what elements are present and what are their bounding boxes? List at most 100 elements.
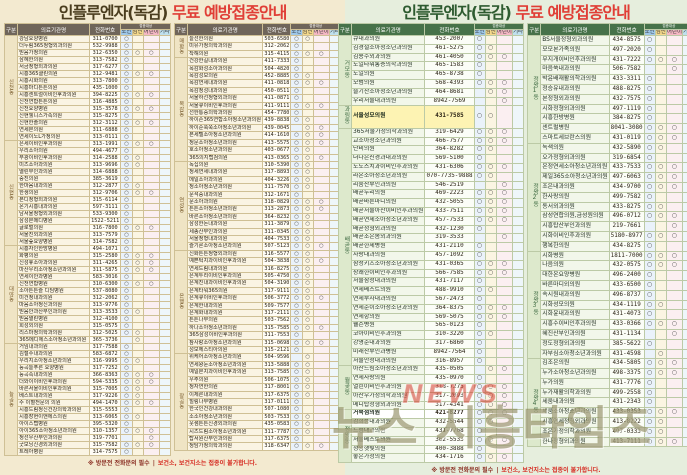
eligibility-empty <box>511 43 525 54</box>
eligibility-empty <box>142 98 160 106</box>
eligibility-empty <box>682 211 687 223</box>
eligibility-empty <box>312 301 330 311</box>
clinic-name: 시흥장현이앤에스의원 <box>17 413 90 421</box>
clinic-phone: 317-4341 <box>424 400 475 411</box>
eligibility-empty <box>312 434 330 444</box>
eligibility-mark: ○ <box>312 257 330 266</box>
clinic-name: 정승유내과의원 <box>540 83 610 95</box>
table-row: 아산우가정의학과의원 317-2093 ○ ○ ○ <box>338 391 525 402</box>
table-row: 서울진외과의원 313-7579 ○ <box>5 231 172 239</box>
eligibility-empty <box>654 152 667 164</box>
eligibility-mark: ○ <box>290 160 303 170</box>
eligibility-mark: ○ <box>301 197 314 207</box>
table-row: 시화성모의원 434-1119 ○ ○ <box>528 299 687 311</box>
clinic-name: 정왕햇빛의원 <box>350 444 426 455</box>
eligibility-mark: ○ <box>120 399 133 407</box>
clinic-phone: 413-7111 <box>608 436 645 448</box>
eligibility-empty <box>495 426 513 437</box>
column-header-mark-1: 임신 <box>131 29 144 36</box>
eligibility-mark: ○ <box>142 427 160 435</box>
eligibility-mark: ○ <box>495 400 513 411</box>
eligibility-mark: ○ <box>473 268 486 279</box>
eligibility-mark: ○ <box>301 420 314 429</box>
eligibility-empty <box>682 142 687 154</box>
clinic-phone: 315-0698 <box>262 338 292 348</box>
clinic-name: 365의지랩검의원 <box>187 153 264 162</box>
eligibility-empty <box>682 191 687 203</box>
clinic-phone: 431-0365 <box>424 259 475 270</box>
clinic-name: 목감화성소아과의원 <box>187 64 264 74</box>
table-row: 우리서울내과의원 8942-7569 ○ <box>338 96 525 107</box>
table-row: 아이스랩병원 395-5320 ○ <box>5 420 172 428</box>
eligibility-mark: ○ <box>301 168 314 177</box>
eligibility-empty <box>682 387 687 399</box>
district-label: 배곧동 <box>342 236 349 255</box>
eligibility-empty <box>484 295 497 305</box>
eligibility-mark: ○ <box>654 358 667 370</box>
district-label: 장곡동 <box>178 393 185 409</box>
eligibility-mark: ○ <box>301 116 314 125</box>
eligibility-mark: ○ <box>120 42 133 50</box>
clinic-phone: 494-1071 <box>88 245 122 253</box>
eligibility-mark: ○ <box>290 316 303 325</box>
clinic-phone: 318-0829 <box>262 197 292 207</box>
clinic-phone: 504-3838 <box>262 257 292 266</box>
eligibility-empty <box>682 407 687 419</box>
clinic-phone: 432-5890 <box>608 142 645 154</box>
eligibility-mark: ○ <box>131 357 144 365</box>
eligibility-mark: ○ <box>665 368 684 379</box>
clinic-phone: 1522-5211 <box>88 217 122 225</box>
table-row: 바른소아청소년과의원 364-8232 ○ ○ <box>175 212 342 222</box>
table-row: 신천연합튼튼의원 316-4885 ○ <box>5 98 172 106</box>
table-row: 튼튼나무의원 503-7562 ○ ○ <box>175 316 342 325</box>
clinic-phone: 311-3879 <box>262 220 292 229</box>
table-row: 정승유내과의원 488-8275 ○ <box>528 83 687 95</box>
eligibility-empty <box>682 299 687 311</box>
eligibility-mark: ○ <box>473 259 486 270</box>
eligibility-empty <box>654 309 667 321</box>
eligibility-empty <box>511 277 525 288</box>
eligibility-empty <box>495 242 513 253</box>
eligibility-empty <box>682 64 687 76</box>
clinic-phone: 439-0045 <box>262 123 292 133</box>
eligibility-empty <box>511 198 525 209</box>
table-row: 신현한솔의원 312-3112 ○ ○ ○ <box>5 119 172 127</box>
clinic-name: 무지개이비인후과의원 <box>540 54 610 66</box>
clinic-name: 신화튼튼정형외과의원 <box>187 249 264 259</box>
eligibility-mark: ○ <box>484 286 497 297</box>
eligibility-mark: ○ <box>290 64 303 74</box>
eligibility-mark: ○ <box>142 378 160 386</box>
eligibility-empty <box>131 84 144 92</box>
eligibility-mark: ○ <box>301 123 314 133</box>
eligibility-empty <box>131 245 144 253</box>
eligibility-empty <box>654 93 667 105</box>
eligibility-empty <box>484 339 497 349</box>
eligibility-empty <box>312 190 330 199</box>
clinic-phone: 411-7333 <box>262 57 292 66</box>
eligibility-mark: ○ <box>120 371 133 379</box>
eligibility-empty <box>682 44 687 56</box>
table-row: 목감화성소아과의원 504-4820 ○ <box>175 64 342 74</box>
eligibility-empty <box>142 420 160 428</box>
table-row: 본디정형외과의원 315-6114 ○ <box>5 196 172 204</box>
clinic-name: BS서울정형외과의원 <box>540 35 610 46</box>
eligibility-mark: ○ <box>654 299 667 311</box>
eligibility-mark: ○ <box>131 105 144 113</box>
eligibility-mark: ○ <box>665 172 684 183</box>
clinic-name: 365서울가정의학과의원 <box>350 127 426 138</box>
clinic-name: 큐내과의원 <box>350 35 426 45</box>
clinic-name: 김희승내과의원 <box>350 418 426 428</box>
clinic-phone: 597-3111 <box>88 203 122 211</box>
clinic-phone: 366-8363 <box>88 371 122 379</box>
eligibility-empty <box>495 321 513 332</box>
district-cell: 정왕3동 <box>527 250 542 360</box>
page-right: 인플루엔자(독감) 무료 예방접종안내 구분 의료기관명 전화번호 접종대상 노인 임신 어… <box>337 0 687 475</box>
clinic-phone: 313-9696 <box>88 161 122 169</box>
eligibility-empty <box>312 279 330 288</box>
eligibility-empty <box>142 350 160 358</box>
clinic-name: 배곧연세소아청소년과의원 <box>350 215 426 226</box>
eligibility-mark: ○ <box>473 78 486 89</box>
clinic-phone: 312-2877 <box>88 182 122 190</box>
column-header-mark-1: 임신 <box>484 29 497 36</box>
clinic-phone: 497-1119 <box>608 103 645 115</box>
